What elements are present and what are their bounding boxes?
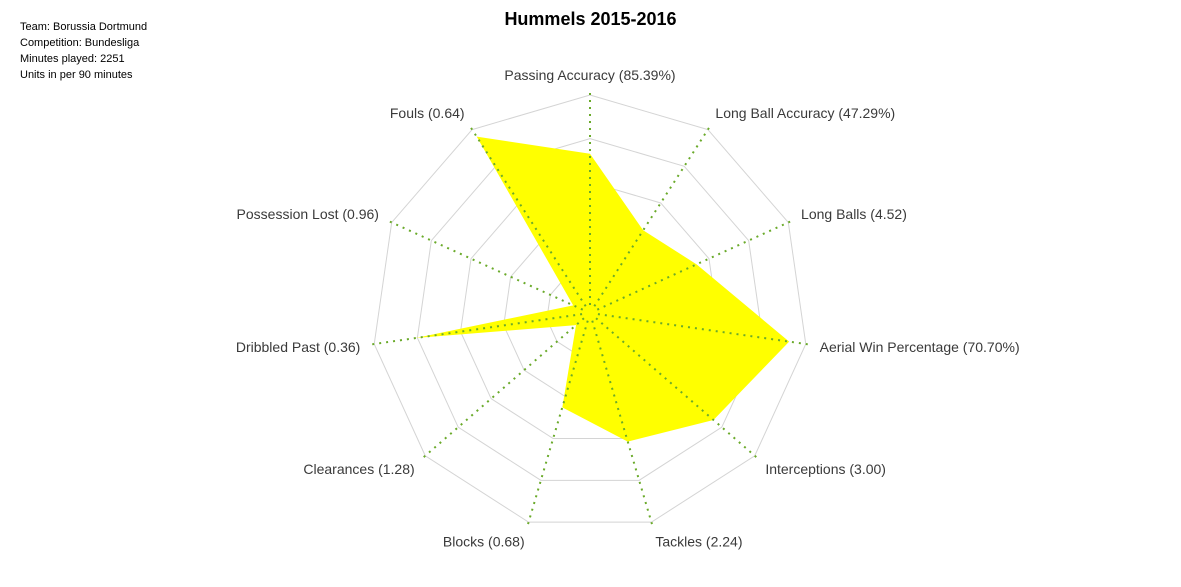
axis-spoke-7	[525, 320, 589, 529]
axis-spoke-10	[385, 219, 584, 311]
competition-info: Competition: Bundesliga	[20, 37, 140, 49]
units-info: Units in per 90 minutes	[20, 69, 133, 81]
axis-label-11: Fouls (0.64)	[390, 105, 465, 121]
axis-spoke-5	[595, 317, 760, 461]
team-info: Team: Borussia Dortmund	[20, 21, 148, 33]
minutes-info: Minutes played: 2251	[20, 53, 125, 65]
axis-label-8: Clearances (1.28)	[303, 461, 414, 477]
chart-info: Team: Borussia Dortmund Competition: Bun…	[20, 19, 147, 83]
axis-label-3: Long Balls (4.52)	[801, 206, 907, 222]
axis-label-5: Interceptions (3.00)	[765, 461, 886, 477]
axis-spoke-8	[420, 317, 585, 461]
axis-label-1: Passing Accuracy (85.39%)	[504, 67, 675, 83]
axis-label-2: Long Ball Accuracy (47.29%)	[715, 105, 895, 121]
axis-label-9: Dribbled Past (0.36)	[236, 339, 361, 355]
axis-spoke-9	[368, 313, 583, 346]
chart-title: Hummels 2015-2016	[504, 9, 677, 29]
axis-label-6: Tackles (2.24)	[655, 533, 742, 549]
axis-label-10: Possession Lost (0.96)	[237, 206, 379, 222]
axis-spoke-4	[597, 313, 812, 346]
axis-spoke-3	[596, 219, 795, 311]
axis-label-4: Aerial Win Percentage (70.70%)	[820, 339, 1020, 355]
axis-label-7: Blocks (0.68)	[443, 533, 525, 549]
axis-spoke-2	[593, 124, 712, 307]
axis-spoke-6	[591, 320, 655, 529]
radar-area	[415, 136, 790, 442]
grid-ring-5	[373, 94, 807, 523]
axis-spoke-11	[468, 124, 587, 307]
grid-ring-3	[460, 181, 720, 440]
grid-ring-4	[416, 138, 764, 481]
